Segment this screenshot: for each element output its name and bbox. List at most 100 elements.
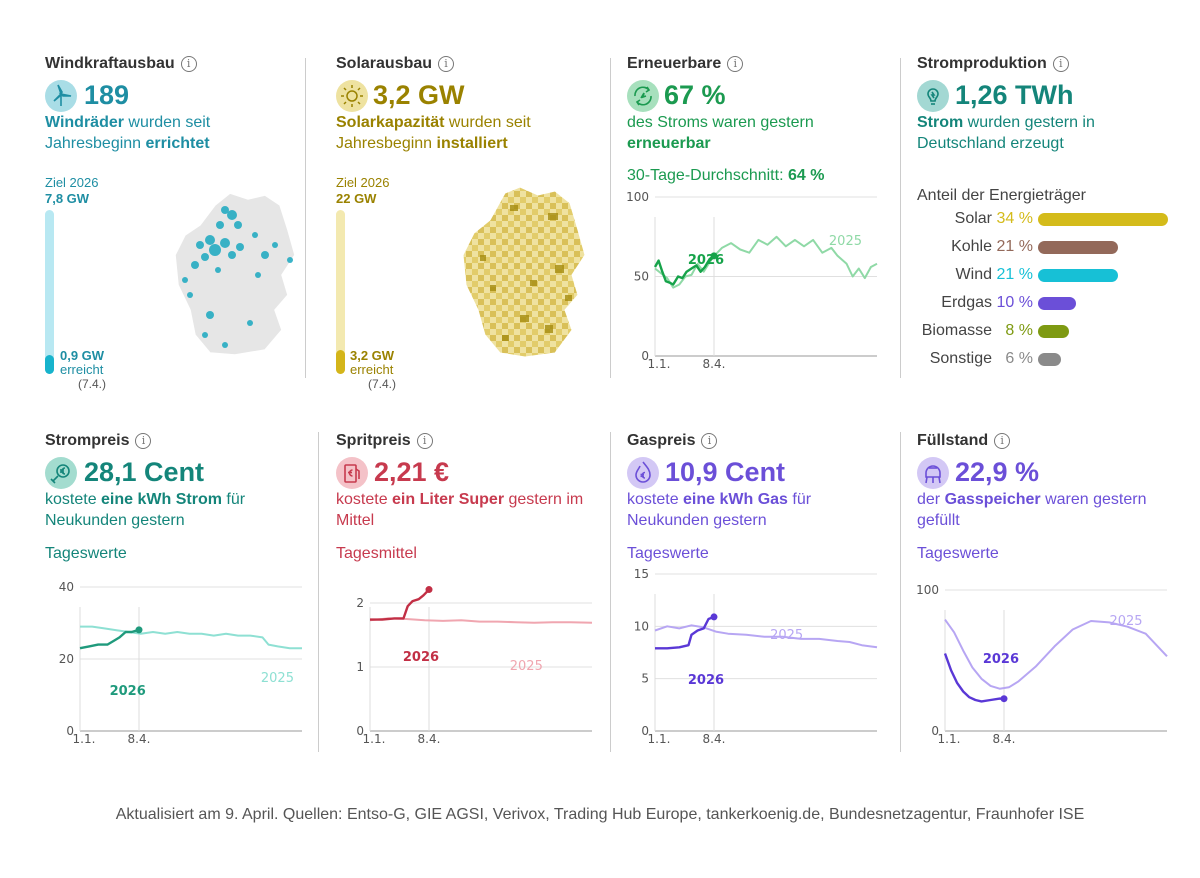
x-tick-label: 1.1. (648, 357, 671, 370)
share-bar (1038, 353, 1061, 366)
x-tick-label: 8.4. (703, 357, 726, 370)
series-line-2025 (654, 624, 878, 649)
share-bar (1038, 269, 1119, 282)
recycle-icon (627, 80, 659, 112)
series-line-2025 (369, 617, 593, 624)
solar-progress-fill (336, 350, 345, 374)
series-line-2025 (654, 235, 878, 289)
y-tick-label: 0 (641, 724, 649, 738)
share-bar (1038, 241, 1119, 254)
wind-reached-date: (7.4.) (78, 377, 107, 391)
wind-turbine-icon (45, 80, 77, 112)
renew-chart: 0 50 100 1.1. 8.4. 2025 2026 (626, 190, 878, 370)
series-label-2026: 2026 (688, 673, 724, 688)
gas-price-description: kostete eine kWh Gas für Neukunden geste… (627, 491, 812, 529)
plug-euro-icon (45, 457, 77, 489)
wind-reached-label: erreicht (60, 362, 104, 377)
series-label-2026: 2026 (983, 652, 1019, 667)
wind-value: 189 (84, 80, 130, 110)
share-value: 6 % (1005, 350, 1033, 367)
share-label: Sonstige (929, 350, 992, 367)
divider (610, 432, 611, 752)
series-label-2025: 2025 (1109, 614, 1142, 629)
share-label: Solar (954, 210, 992, 227)
storage-title: Füllstand i (917, 432, 1011, 450)
solar-description: Solarkapazität wurden seit Jahresbeginn … (336, 114, 531, 152)
info-icon[interactable]: i (180, 56, 197, 72)
info-icon[interactable]: i (1052, 56, 1069, 72)
share-value: 8 % (1005, 322, 1033, 339)
share-label: Biomasse (921, 322, 992, 339)
series-line-2025 (80, 625, 302, 650)
y-tick-label: 2 (356, 596, 364, 610)
latest-point (710, 613, 718, 621)
series-label-2026: 2026 (688, 253, 724, 268)
series-line-2025 (944, 619, 1168, 690)
series-label-2025: 2025 (829, 234, 862, 249)
gas-price-value: 10,9 Cent (665, 457, 786, 487)
fuel-price-title: Spritpreis i (336, 432, 433, 450)
share-label: Erdgas (941, 294, 992, 311)
solar-progress-track (336, 210, 345, 374)
solar-title: Solarausbau i (336, 55, 455, 73)
series-label-2025: 2025 (261, 671, 294, 686)
prod-title: Stromproduktion i (917, 55, 1069, 73)
solar-reached-label: erreicht (350, 362, 394, 377)
share-bar (1038, 325, 1069, 338)
info-icon[interactable]: i (727, 56, 744, 72)
wind-progress-track (45, 210, 54, 374)
y-tick-label: 15 (634, 567, 649, 581)
power-price-description: kostete eine kWh Strom für Neukunden ges… (45, 491, 246, 529)
solar-reached-value: 3,2 GW (350, 348, 395, 363)
gas-tank-icon (917, 457, 949, 489)
energy-share-chart: Solar 34 % Kohle 21 % Wind 21 % Erdgas 10 % Biom… (905, 208, 1185, 378)
x-tick-label: 8.4. (418, 732, 441, 745)
latest-point (425, 586, 433, 594)
x-tick-label: 8.4. (993, 732, 1016, 745)
gas-price-subtitle: Tageswerte (627, 545, 709, 562)
solar-reached-date: (7.4.) (368, 377, 397, 391)
share-row: Kohle 21 % (905, 236, 1185, 258)
y-tick-label: 0 (356, 724, 364, 738)
wind-title: Windkraftausbau i (45, 55, 197, 73)
info-icon[interactable]: i (135, 433, 152, 449)
series-label-2025: 2025 (510, 659, 543, 674)
series-line-2026 (653, 254, 715, 286)
info-icon[interactable]: i (438, 56, 455, 72)
prod-description: Strom wurden gestern in Deutschland erze… (917, 114, 1095, 152)
share-label: Kohle (951, 238, 992, 255)
storage-chart: 0 100 1.1. 8.4. 2025 2026 (916, 583, 1168, 745)
latest-point (1000, 695, 1008, 703)
x-tick-label: 1.1. (938, 732, 961, 745)
wind-description: Windräder wurden seit Jahresbeginn erric… (45, 114, 211, 152)
share-row: Biomasse 8 % (905, 320, 1185, 342)
series-label-2026: 2026 (110, 684, 146, 699)
latest-point (710, 252, 718, 260)
prod-value: 1,26 TWh (955, 80, 1074, 110)
renew-title: Erneuerbare i (627, 55, 744, 73)
wind-progress-fill (45, 355, 54, 374)
flame-euro-icon (627, 457, 659, 489)
info-icon[interactable]: i (994, 433, 1011, 449)
storage-subtitle: Tageswerte (917, 545, 999, 562)
y-tick-label: 50 (634, 270, 649, 284)
share-row: Wind 21 % (905, 264, 1185, 286)
divider (610, 58, 611, 378)
share-value: 10 % (996, 294, 1033, 311)
share-row: Sonstige 6 % (905, 348, 1185, 370)
series-line-2026 (370, 588, 430, 621)
wind-map (174, 192, 296, 356)
power-price-chart: 0 20 40 1.1. 8.4. 2025 2026 (59, 580, 302, 745)
renew-value: 67 % (664, 80, 726, 110)
share-label: Wind (955, 266, 992, 283)
power-price-value: 28,1 Cent (84, 457, 205, 487)
gas-price-title: Gaspreis i (627, 432, 718, 450)
renew-description: des Stroms waren gestern erneuerbar (627, 114, 814, 152)
x-tick-label: 1.1. (73, 732, 96, 745)
latest-point (135, 626, 143, 634)
info-icon[interactable]: i (416, 433, 433, 449)
info-icon[interactable]: i (701, 433, 718, 449)
x-tick-label: 8.4. (703, 732, 726, 745)
fuel-price-description: kostete ein Liter Super gestern im Mitte… (336, 491, 584, 529)
share-bar (1038, 213, 1168, 226)
